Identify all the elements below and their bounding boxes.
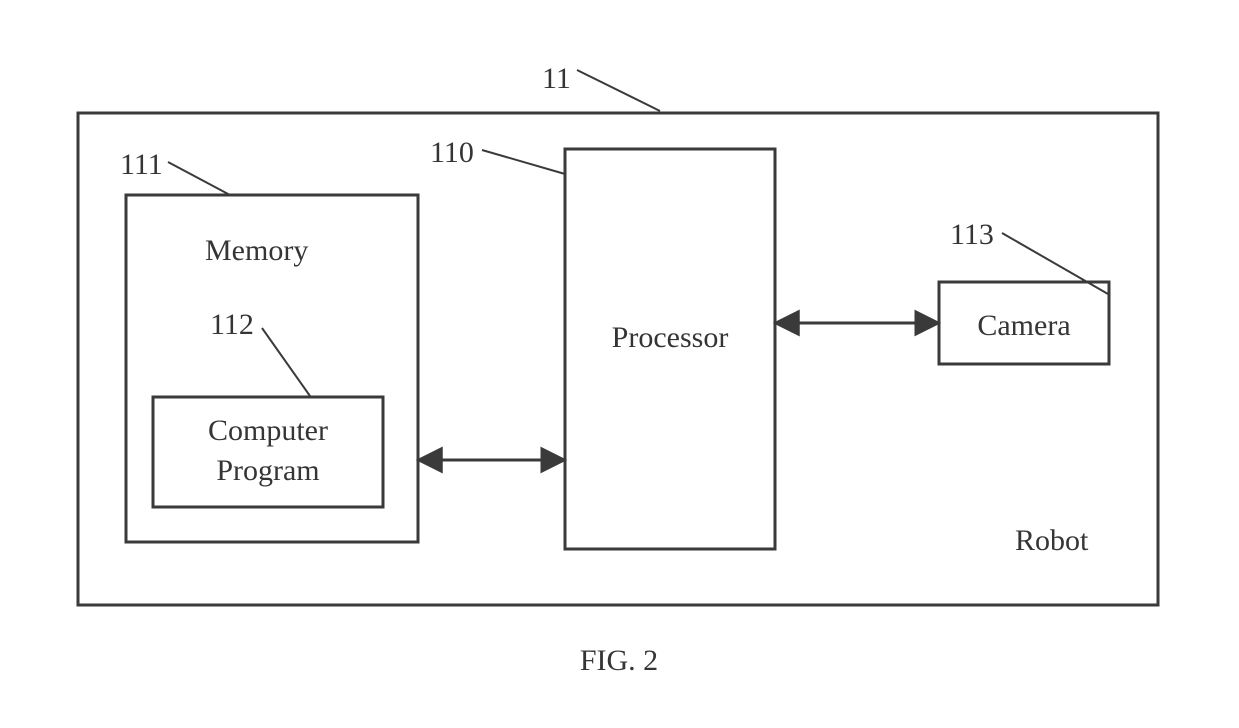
ref-robot-leader	[577, 70, 660, 111]
figure-canvas: Robot Memory Computer Program Processor …	[0, 0, 1239, 728]
memory-label: Memory	[205, 234, 308, 267]
figure-caption: FIG. 2	[580, 644, 658, 677]
ref-memory-num: 111	[120, 148, 163, 181]
ref-processor-num: 110	[430, 136, 474, 169]
ref-memory-leader	[168, 162, 230, 195]
ref-program-num: 112	[210, 308, 254, 341]
robot-box	[78, 113, 1158, 605]
ref-camera-leader	[1002, 233, 1108, 294]
ref-program-leader	[262, 328, 310, 396]
ref-camera-num: 113	[950, 218, 994, 251]
program-label-line1: Computer	[208, 414, 328, 447]
program-label-line2: Program	[216, 454, 319, 487]
ref-robot: 11	[542, 62, 660, 111]
ref-processor-leader	[482, 150, 565, 174]
ref-program: 112	[210, 308, 310, 396]
ref-robot-num: 11	[542, 62, 571, 95]
ref-memory: 111	[120, 148, 230, 195]
camera-label: Camera	[977, 309, 1070, 342]
ref-processor: 110	[430, 136, 565, 174]
processor-label: Processor	[612, 321, 729, 354]
robot-label: Robot	[1015, 524, 1089, 557]
